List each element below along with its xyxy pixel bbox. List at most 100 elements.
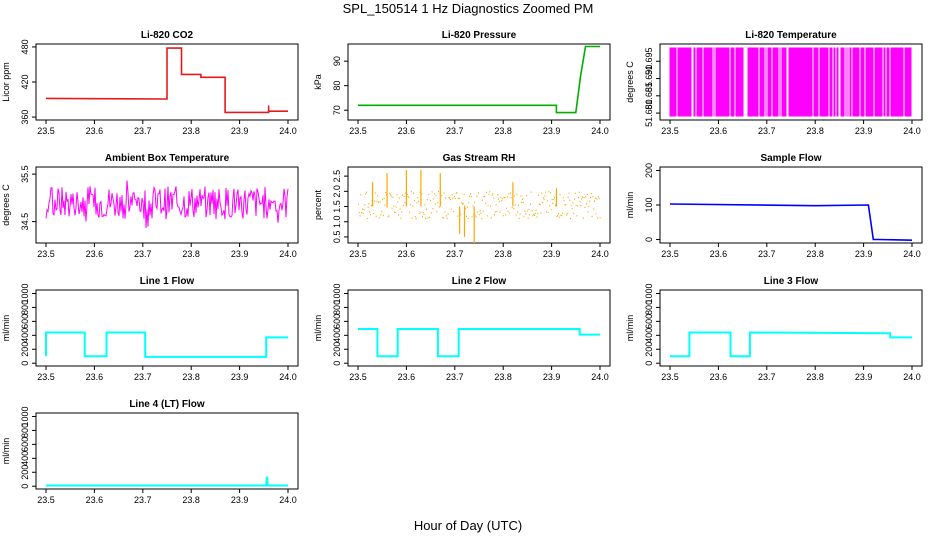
y-tick-label: 400 [332,328,342,343]
x-tick-label: 23.7 [134,495,152,505]
y-tick-label: 0 [20,361,30,366]
y-tick-label: 1.0 [332,215,342,228]
x-tick-label: 23.7 [446,126,464,136]
y-axis-label: ml/min [625,192,635,219]
panel-3: Li-820 Temperature degrees C 23.5 23.6 23.7 2… [625,30,923,136]
panel-6: Sample Flow ml/min 23.5 23.6 23.7 23.8 23.9 24.… [625,153,923,259]
y-tick-label: 1.5 [332,200,342,213]
panel-5: Gas Stream RH percent 23.5 23.6 23.7 23.8 23.9… [313,153,611,259]
series-group [358,170,601,243]
y-axis-label: degrees C [625,61,635,103]
panel-1: Li-820 CO2 Licor ppm 23.5 23.6 23.7 23.8 23.9 2… [1,30,299,136]
y-tick-label: 35.5 [20,165,30,183]
y-tick-label: 2.5 [332,170,342,183]
series-group [45,331,288,358]
y-tick-label: 80 [332,81,342,91]
x-tick-label: 23.6 [398,249,416,259]
x-tick-label: 23.5 [37,126,55,136]
x-tick-label: 23.5 [37,495,55,505]
y-tick-label: 800 [20,300,30,315]
x-tick-label: 23.6 [710,249,728,259]
x-tick-label: 23.5 [661,249,679,259]
y-tick-label: 0.5 [332,231,342,244]
x-tick-label: 24.0 [591,126,609,136]
x-tick-label: 23.6 [398,372,416,382]
y-axis-label: degrees C [1,184,11,226]
x-tick-label: 23.8 [806,372,824,382]
x-tick-label: 23.6 [710,372,728,382]
x-tick-label: 23.7 [134,249,152,259]
y-tick-label: 200 [20,465,30,480]
y-tick-label: 70 [332,105,342,115]
y-tick-label: 0 [332,361,342,366]
x-tick-label: 23.8 [182,126,200,136]
y-tick-label: 1000 [20,406,30,426]
y-tick-label: 800 [644,300,654,315]
x-tick-label: 23.8 [494,126,512,136]
figure-title: SPL_150514 1 Hz Diagnostics Zoomed PM [342,1,594,16]
y-axis-label: ml/min [1,438,11,465]
series-line [358,45,600,114]
panel-title: Line 3 Flow [764,276,819,287]
x-axis-title: Hour of Day (UTC) [413,518,523,533]
panel-10: Line 4 (LT) Flow ml/min 23.5 23.6 23.7 23.8 23… [1,399,299,505]
x-tick-label: 23.9 [855,126,873,136]
y-tick-label: 1000 [20,283,30,303]
y-tick-label: 51.690 [644,65,654,93]
x-tick-label: 23.9 [543,249,561,259]
series-line [45,331,288,358]
y-tick-label: 600 [20,437,30,452]
x-tick-label: 24.0 [279,249,297,259]
y-tick-label: 800 [20,423,30,438]
y-tick-label: 51.685 [644,82,654,110]
y-tick-label: 480 [20,39,30,54]
x-tick-label: 23.9 [231,495,249,505]
x-tick-label: 23.5 [661,372,679,382]
y-tick-label: 34.5 [20,213,30,231]
x-tick-label: 23.7 [758,126,776,136]
series-line [669,47,912,117]
panel-9: Line 3 Flow ml/min 23.5 23.6 23.7 23.8 23.9 24.… [625,276,923,382]
x-tick-label: 23.8 [494,372,512,382]
x-tick-label: 23.5 [349,126,367,136]
y-axis-label: ml/min [1,315,11,342]
plot-frame [347,166,611,244]
y-tick-label: 100 [644,197,654,212]
x-tick-label: 23.9 [855,372,873,382]
plot-frame [35,412,299,490]
y-tick-label: 0 [644,237,654,242]
series-points [358,170,601,243]
panel-title: Li-820 Pressure [442,30,517,41]
panel-title: Gas Stream RH [443,153,516,164]
series-group [45,47,288,114]
y-axis-label: ml/min [313,315,323,342]
series-group [358,45,600,114]
x-tick-label: 23.8 [182,249,200,259]
y-tick-label: 1000 [332,283,342,303]
x-tick-label: 23.6 [710,126,728,136]
panel-title: Ambient Box Temperature [105,153,230,164]
y-tick-label: 2.0 [332,185,342,198]
x-tick-label: 24.0 [279,126,297,136]
y-tick-label: 51.695 [644,48,654,76]
x-tick-label: 23.9 [855,249,873,259]
y-tick-label: 200 [644,342,654,357]
x-tick-label: 24.0 [279,372,297,382]
y-tick-label: 200 [332,342,342,357]
plot-frame [347,43,611,121]
x-tick-label: 23.7 [446,372,464,382]
x-tick-label: 23.5 [37,249,55,259]
x-tick-label: 24.0 [279,495,297,505]
y-tick-label: 400 [644,328,654,343]
x-tick-label: 23.9 [231,126,249,136]
series-group [670,331,912,358]
series-line [670,331,912,358]
plot-frame [659,289,923,367]
x-tick-label: 23.8 [182,372,200,382]
x-tick-label: 23.5 [37,372,55,382]
y-tick-label: 800 [332,300,342,315]
x-tick-label: 24.0 [591,249,609,259]
x-tick-label: 24.0 [903,126,921,136]
